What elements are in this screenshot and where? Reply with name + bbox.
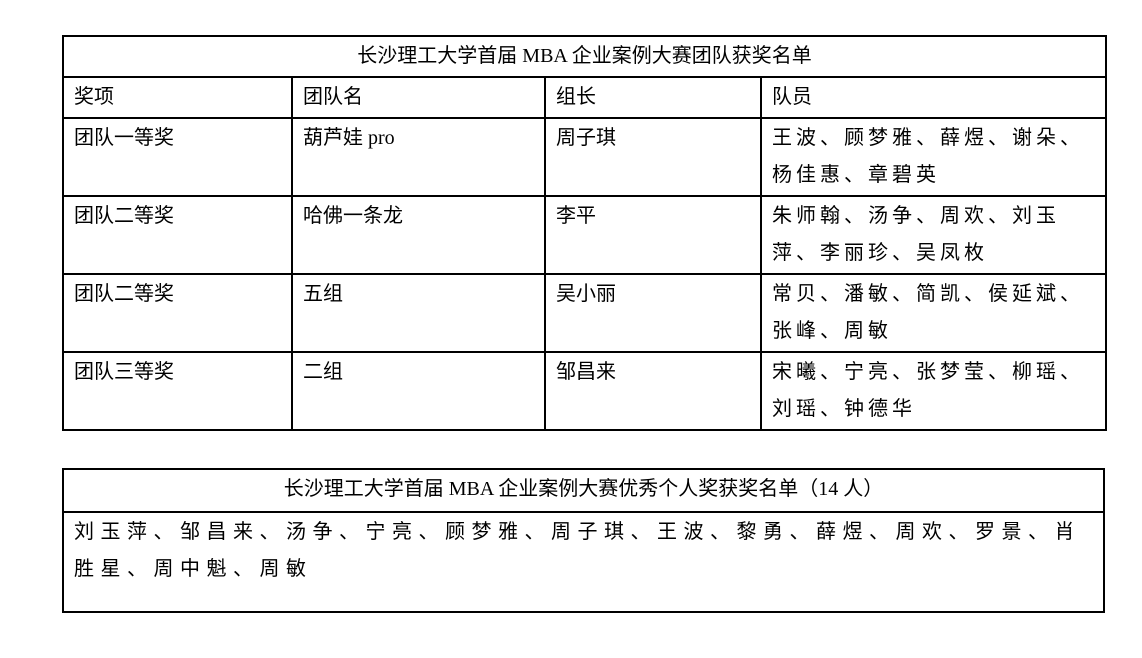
table-row: 团队一等奖 葫芦娃 pro 周子琪 王波、顾梦雅、薛煜、谢朵、杨佳惠、章碧英 [62, 117, 1108, 197]
team-cell: 五组 [291, 273, 546, 353]
table-title-row: 长沙理工大学首届 MBA 企业案例大赛优秀个人奖获奖名单（14 人） [62, 468, 1105, 513]
award-cell: 团队一等奖 [62, 117, 293, 197]
header-team: 团队名 [291, 76, 546, 119]
team-cell: 哈佛一条龙 [291, 195, 546, 275]
award-cell: 团队三等奖 [62, 351, 293, 431]
team-cell: 二组 [291, 351, 546, 431]
table-title-row: 长沙理工大学首届 MBA 企业案例大赛团队获奖名单 [61, 35, 1108, 78]
leader-cell: 李平 [544, 195, 762, 275]
table-row: 刘玉萍、邹昌来、汤争、宁亮、顾梦雅、周子琪、王波、黎勇、薛煜、周欢、罗景、肖胜星… [62, 511, 1105, 613]
members-cell: 王波、顾梦雅、薛煜、谢朵、杨佳惠、章碧英 [759, 117, 1108, 197]
team-cell: 葫芦娃 pro [291, 117, 546, 197]
individual-table-title: 长沙理工大学首届 MBA 企业案例大赛优秀个人奖获奖名单（14 人） [62, 468, 1105, 513]
header-members: 队员 [759, 76, 1108, 119]
members-cell: 常贝、潘敏、简凯、侯延斌、张峰、周敏 [759, 273, 1108, 353]
leader-cell: 周子琪 [544, 117, 762, 197]
table-row: 团队三等奖 二组 邹昌来 宋曦、宁亮、张梦莹、柳瑶、刘瑶、钟德华 [62, 351, 1108, 431]
members-cell: 宋曦、宁亮、张梦莹、柳瑶、刘瑶、钟德华 [759, 351, 1108, 431]
table-row: 团队二等奖 五组 吴小丽 常贝、潘敏、简凯、侯延斌、张峰、周敏 [62, 273, 1108, 353]
header-leader: 组长 [544, 76, 762, 119]
table-header-row: 奖项 团队名 组长 队员 [62, 76, 1108, 119]
individual-awards-table: 长沙理工大学首届 MBA 企业案例大赛优秀个人奖获奖名单（14 人） 刘玉萍、邹… [62, 468, 1105, 613]
leader-cell: 吴小丽 [544, 273, 762, 353]
award-cell: 团队二等奖 [62, 273, 293, 353]
award-cell: 团队二等奖 [62, 195, 293, 275]
leader-cell: 邹昌来 [544, 351, 762, 431]
header-award: 奖项 [62, 76, 293, 119]
team-awards-table: 长沙理工大学首届 MBA 企业案例大赛团队获奖名单 奖项 团队名 组长 队员 团… [61, 35, 1108, 431]
table-row: 团队二等奖 哈佛一条龙 李平 朱师翰、汤争、周欢、刘玉萍、李丽珍、吴凤枚 [62, 195, 1108, 275]
team-table-title: 长沙理工大学首届 MBA 企业案例大赛团队获奖名单 [61, 35, 1108, 78]
members-cell: 朱师翰、汤争、周欢、刘玉萍、李丽珍、吴凤枚 [759, 195, 1108, 275]
individual-names-cell: 刘玉萍、邹昌来、汤争、宁亮、顾梦雅、周子琪、王波、黎勇、薛煜、周欢、罗景、肖胜星… [62, 511, 1105, 613]
